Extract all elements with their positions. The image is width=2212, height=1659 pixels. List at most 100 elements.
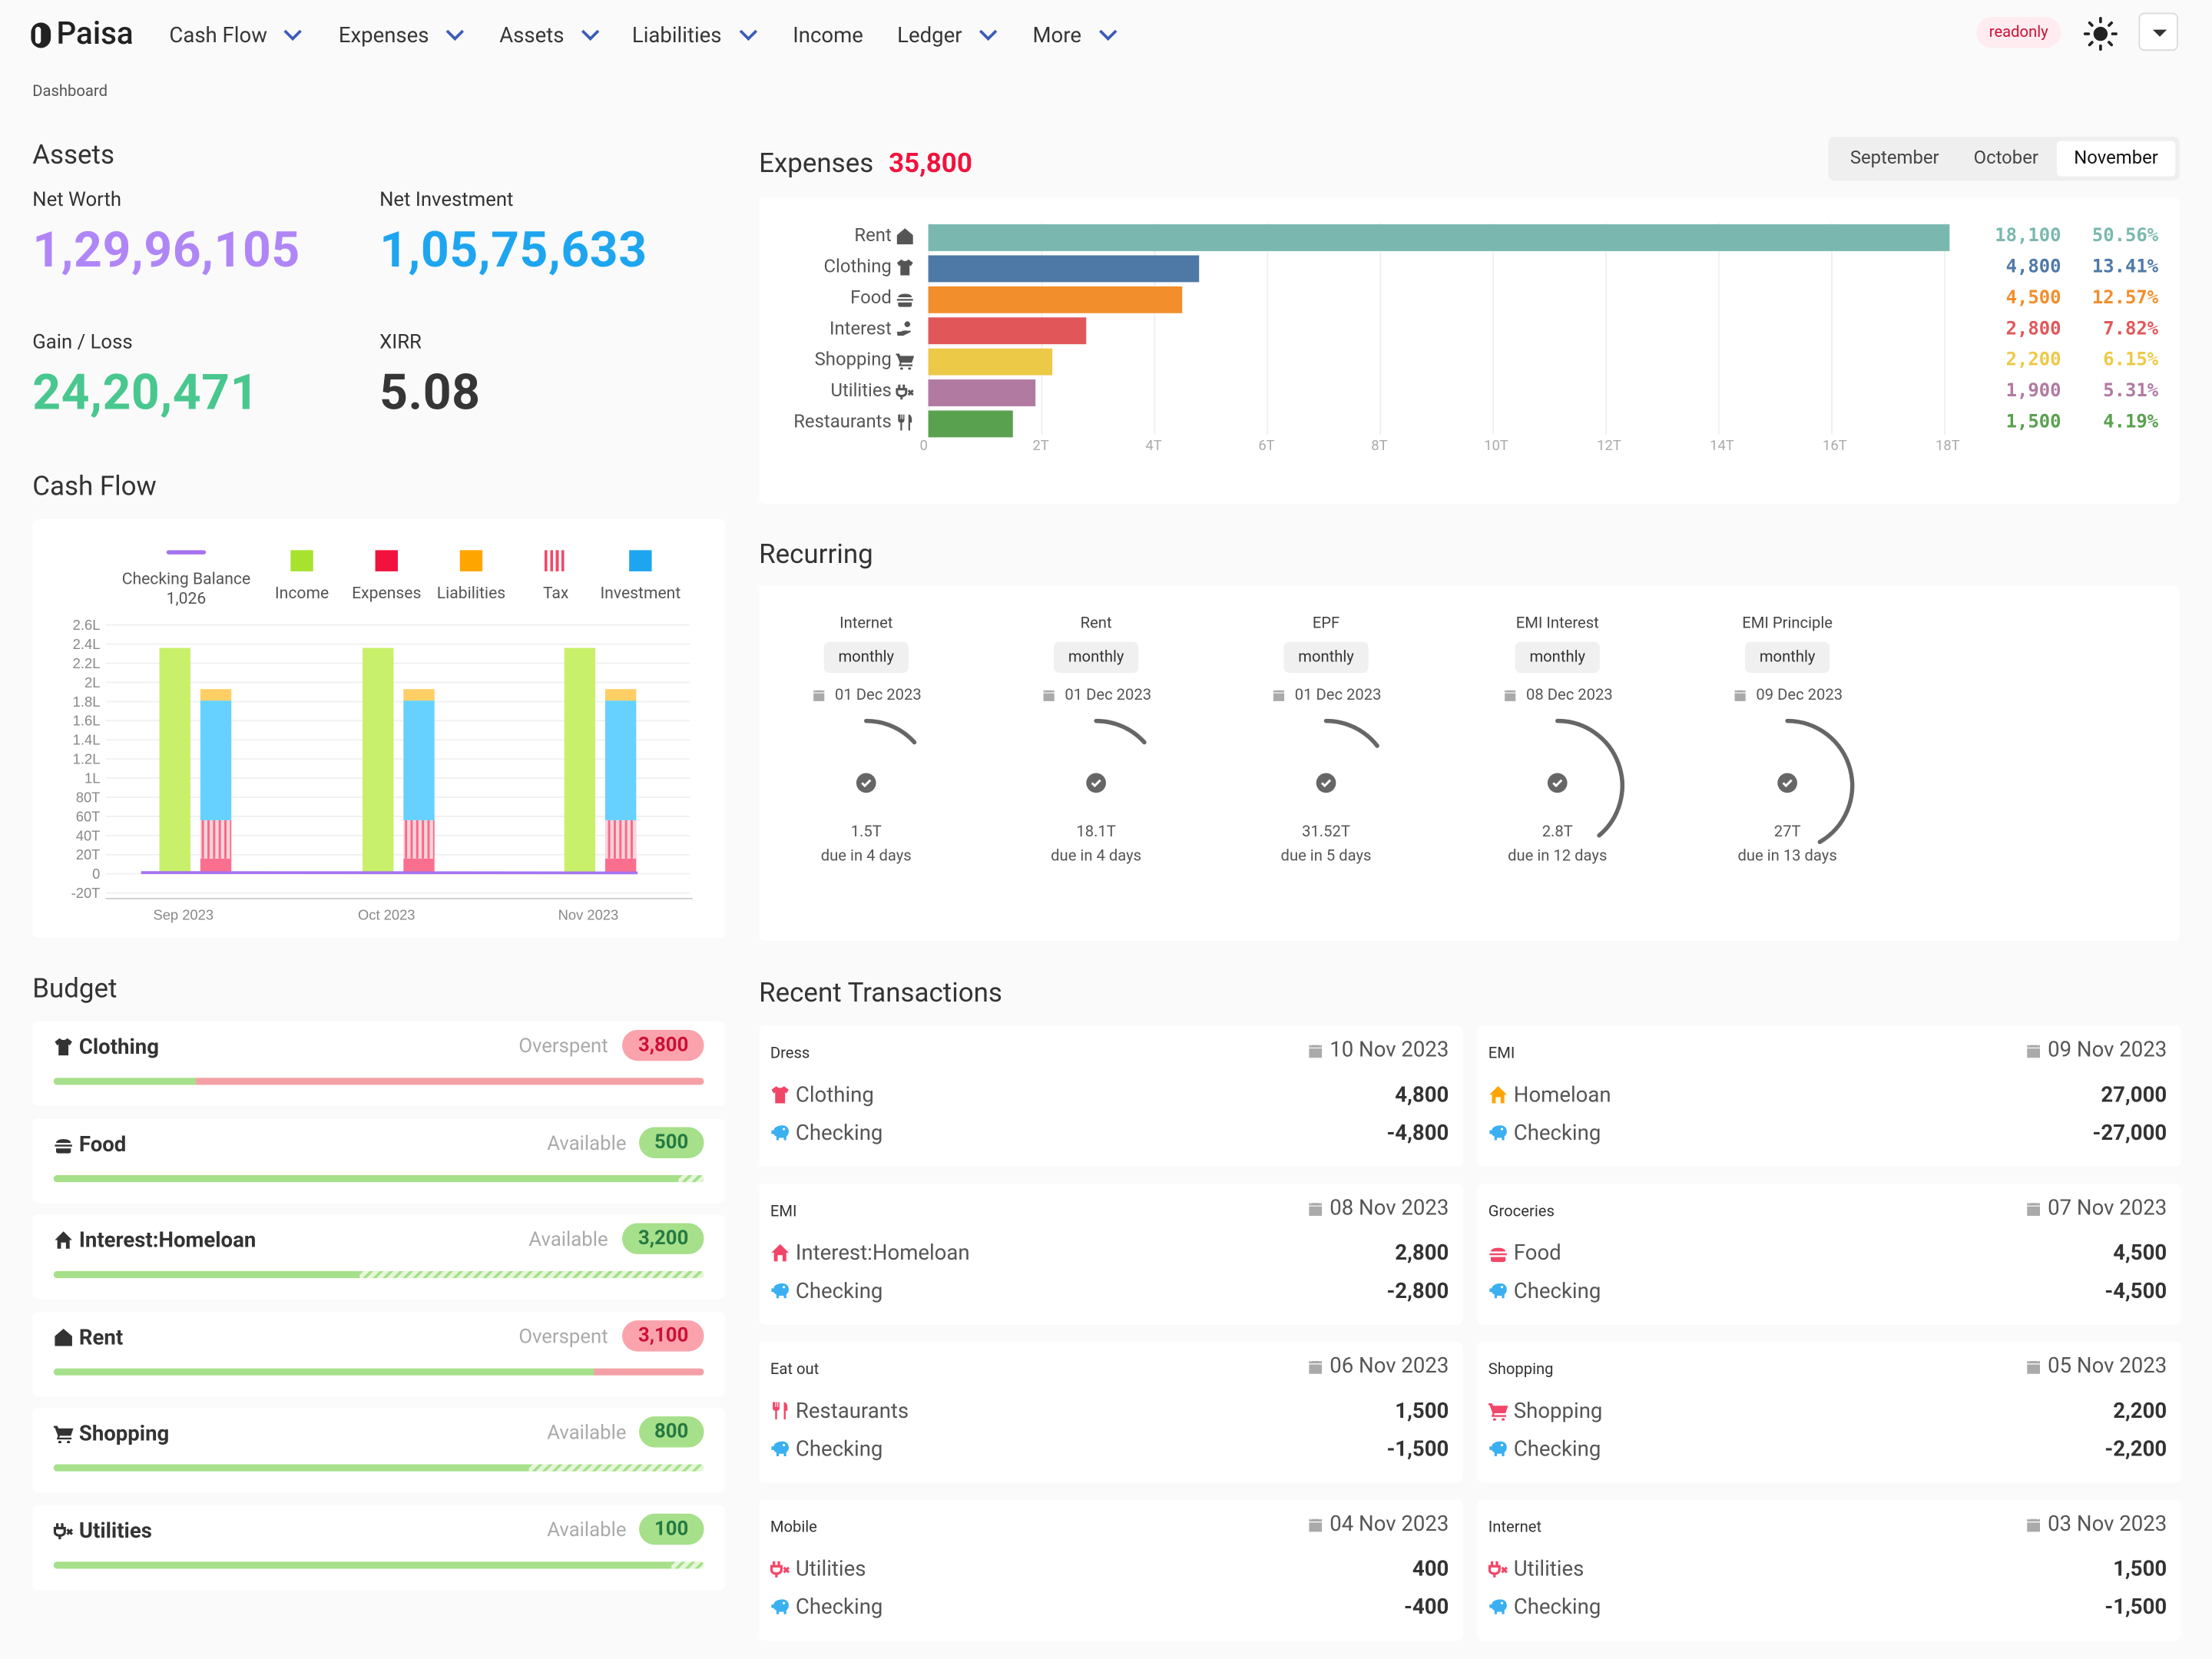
legend-item-liabilities[interactable]: Liabilities bbox=[393, 548, 548, 602]
expense-category-label[interactable]: Rent bbox=[759, 226, 914, 247]
posting-account[interactable]: Interest:Homeloan bbox=[770, 1240, 970, 1266]
transaction-card[interactable]: Mobile 04 Nov 2023 Utilities 400 Checking -40… bbox=[759, 1499, 1463, 1641]
breadcrumb[interactable]: Dashboard bbox=[32, 81, 108, 101]
expense-category-label[interactable]: Interest bbox=[759, 319, 914, 340]
posting-account[interactable]: Utilities bbox=[1488, 1556, 1584, 1581]
nav-assets[interactable]: Assets bbox=[499, 22, 600, 48]
brand-logo[interactable]: Paisa bbox=[31, 17, 134, 52]
legend-item-checking-balance[interactable]: Checking Balance 1,026 bbox=[108, 548, 263, 608]
legend-item-investment[interactable]: Investment bbox=[563, 548, 718, 603]
income-bar[interactable] bbox=[564, 647, 596, 874]
recurring-item[interactable]: EMI Interest monthly 08 Dec 2023 2.8T due in… bbox=[1459, 614, 1656, 868]
posting-account[interactable]: Checking bbox=[770, 1594, 882, 1620]
tax-bar[interactable] bbox=[403, 820, 435, 859]
posting-amount: 2,800 bbox=[1395, 1240, 1449, 1266]
transaction-date: 08 Nov 2023 bbox=[1306, 1195, 1449, 1220]
nav-income[interactable]: Income bbox=[793, 22, 863, 48]
transaction-card[interactable]: Eat out 06 Nov 2023 Restaurants 1,500 Checki… bbox=[759, 1341, 1463, 1483]
month-october-button[interactable]: October bbox=[1973, 147, 2038, 170]
expenses-bar[interactable] bbox=[403, 858, 435, 874]
expenses-bar[interactable] bbox=[200, 858, 232, 874]
month-september-button[interactable]: September bbox=[1849, 147, 1939, 170]
expense-bar[interactable] bbox=[928, 255, 1200, 283]
utensils-icon bbox=[898, 414, 912, 431]
expense-category-label[interactable]: Shopping bbox=[759, 350, 915, 371]
posting-account[interactable]: Restaurants bbox=[770, 1398, 909, 1423]
posting-account[interactable]: Utilities bbox=[770, 1556, 866, 1581]
legend-label: Investment bbox=[600, 582, 681, 603]
posting-account[interactable]: Food bbox=[1488, 1240, 1561, 1266]
budget-item-food[interactable]: Food 500 Available bbox=[32, 1118, 726, 1203]
plug-icon bbox=[896, 384, 914, 400]
cash-flow-chart-card: Checking Balance 1,026 Income Expenses Liabi… bbox=[32, 518, 726, 939]
income-bar[interactable] bbox=[159, 647, 190, 874]
income-bar[interactable] bbox=[363, 647, 394, 874]
transaction-card[interactable]: EMI 09 Nov 2023 Homeloan 27,000 Checking -27,… bbox=[1477, 1025, 2181, 1167]
investment-bar[interactable] bbox=[200, 700, 232, 820]
expense-category-label[interactable]: Food bbox=[759, 288, 914, 309]
investment-bar[interactable] bbox=[604, 700, 637, 820]
posting-account[interactable]: Checking bbox=[1488, 1594, 1601, 1620]
expense-category-label[interactable]: Clothing bbox=[759, 257, 914, 278]
expense-bar[interactable] bbox=[928, 410, 1013, 438]
budget-item-interest-homeloan[interactable]: Interest:Homeloan 3,200 Available bbox=[32, 1214, 726, 1300]
budget-item-utilities[interactable]: Utilities 100 Available bbox=[32, 1505, 726, 1590]
expense-bar[interactable] bbox=[928, 224, 1950, 251]
posting-account[interactable]: Checking bbox=[1488, 1120, 1601, 1145]
expense-bar[interactable] bbox=[928, 348, 1053, 376]
transaction-card[interactable]: EMI 08 Nov 2023 Interest:Homeloan 2,800 Chec… bbox=[759, 1184, 1463, 1325]
nav-cash-flow[interactable]: Cash Flow bbox=[169, 22, 303, 48]
legend-item-tax[interactable]: Tax bbox=[478, 548, 634, 602]
recurring-item[interactable]: EPF monthly 01 Dec 2023 31.52T due in 5 days bbox=[1227, 614, 1425, 868]
tax-bar[interactable] bbox=[200, 820, 232, 859]
legend-item-income[interactable]: Income bbox=[224, 548, 379, 602]
transaction-card[interactable]: Internet 03 Nov 2023 Utilities 1,500 Checkin… bbox=[1477, 1499, 2181, 1641]
posting-amount: -2,200 bbox=[2104, 1435, 2167, 1462]
investment-bar[interactable] bbox=[403, 700, 435, 820]
posting-account[interactable]: Checking bbox=[770, 1120, 882, 1145]
posting-account[interactable]: Checking bbox=[770, 1278, 882, 1303]
posting-account[interactable]: Checking bbox=[770, 1436, 882, 1462]
category-name: Restaurants bbox=[793, 412, 892, 433]
transaction-card[interactable]: Dress 10 Nov 2023 Clothing 4,800 Checking -4,… bbox=[759, 1025, 1463, 1167]
nav-liabilities[interactable]: Liabilities bbox=[632, 22, 757, 48]
expenses-bar[interactable] bbox=[604, 858, 637, 874]
posting-amount: -4,800 bbox=[1386, 1120, 1449, 1146]
budget-item-clothing[interactable]: Clothing 3,800 Overspent bbox=[32, 1021, 726, 1106]
sun-icon[interactable] bbox=[2083, 17, 2118, 51]
nav-more[interactable]: More bbox=[1032, 22, 1117, 48]
recurring-item[interactable]: EMI Principle monthly 09 Dec 2023 27T due in… bbox=[1689, 614, 1886, 868]
recurring-item[interactable]: Rent monthly 01 Dec 2023 18.1T due in 4 days bbox=[998, 614, 1195, 868]
budget-item-rent[interactable]: Rent 3,100 Overspent bbox=[32, 1311, 726, 1396]
nav-ledger[interactable]: Ledger bbox=[897, 22, 998, 48]
tax-bar[interactable] bbox=[604, 820, 637, 859]
liabilities-bar[interactable] bbox=[604, 689, 637, 701]
expense-category-label[interactable]: Restaurants bbox=[759, 412, 914, 433]
date-text: 07 Nov 2023 bbox=[2048, 1194, 2167, 1220]
expense-bar[interactable] bbox=[928, 317, 1087, 345]
posting-account[interactable]: Shopping bbox=[1488, 1398, 1602, 1423]
user-menu-dropdown[interactable] bbox=[2138, 12, 2178, 51]
expense-bar[interactable] bbox=[928, 286, 1183, 313]
calendar-icon bbox=[2025, 1357, 2041, 1374]
posting-account[interactable]: Clothing bbox=[770, 1082, 874, 1108]
expense-bar[interactable] bbox=[928, 379, 1036, 406]
posting-account[interactable]: Checking bbox=[1488, 1278, 1601, 1303]
liabilities-bar[interactable] bbox=[200, 689, 232, 701]
posting-account[interactable]: Homeloan bbox=[1488, 1082, 1611, 1108]
budget-item-shopping[interactable]: Shopping 800 Available bbox=[32, 1408, 726, 1493]
month-november-button[interactable]: November bbox=[2056, 141, 2176, 177]
recurring-item[interactable]: Internet monthly 01 Dec 2023 1.5T due in 4 d… bbox=[767, 614, 965, 868]
transaction-card[interactable]: Shopping 05 Nov 2023 Shopping 2,200 Checking… bbox=[1477, 1341, 2181, 1483]
category-name: Rent bbox=[854, 225, 892, 247]
recurring-name: Rent bbox=[1080, 613, 1112, 632]
plug-icon bbox=[53, 1523, 74, 1540]
posting-account[interactable]: Checking bbox=[1488, 1436, 1601, 1462]
piggy-icon bbox=[771, 1283, 789, 1299]
legend-item-expenses[interactable]: Expenses bbox=[309, 548, 464, 602]
expense-category-label[interactable]: Utilities bbox=[759, 381, 914, 402]
liabilities-bar[interactable] bbox=[403, 689, 435, 701]
nav-expenses[interactable]: Expenses bbox=[339, 22, 465, 48]
budget-name-text: Utilities bbox=[78, 1518, 152, 1544]
transaction-card[interactable]: Groceries 07 Nov 2023 Food 4,500 Checking -4,… bbox=[1477, 1184, 2181, 1325]
